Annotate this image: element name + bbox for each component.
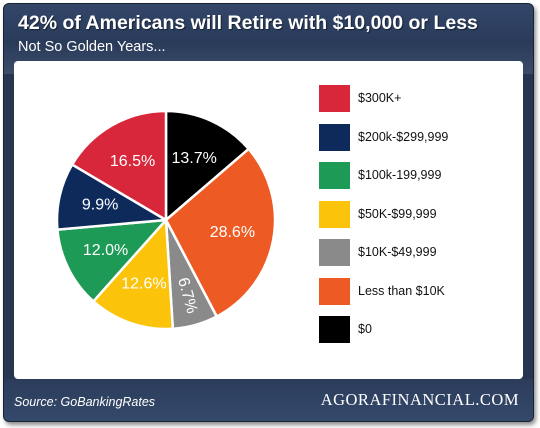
chart-title: 42% of Americans will Retire with $10,00…: [18, 12, 478, 34]
legend-swatch: [319, 200, 350, 228]
pie-slice-0: [164, 109, 250, 222]
chart-card: 42% of Americans will Retire with $10,00…: [3, 3, 534, 422]
legend-label: $10K-$49,999: [358, 245, 437, 259]
footer-banner: [4, 379, 533, 421]
legend-swatch: [319, 277, 350, 305]
legend-label: $100k-199,999: [358, 168, 442, 182]
brand-logo: AGORAFINANCIAL.COM: [320, 390, 519, 409]
legend-swatch: [319, 239, 350, 266]
source-note: Source: GoBankingRates: [14, 395, 156, 409]
legend-swatch: [319, 162, 350, 189]
slice-label-100k-199-999: 12.0%: [83, 242, 128, 259]
slice-label-300k: 16.5%: [110, 153, 155, 170]
slice-label-200k-299-999: 9.9%: [82, 197, 118, 214]
legend-label: $50K-$99,999: [358, 206, 437, 221]
chart-panel: 13.7% 28.6% 6.7% 12.6% 12.0% 9.9% 16.5% $300K+…: [14, 61, 523, 379]
pie-chart: 13.7%28.6%6.7%12.6%12.0%9.9%16.5%: [55, 109, 277, 331]
legend-swatch: [319, 316, 350, 343]
slice-label-0: 13.7%: [172, 150, 217, 167]
slice-label-less-than-10k: 28.6%: [210, 224, 255, 241]
legend-swatch: [319, 85, 350, 112]
pie-slice-100k-199-999: [56, 218, 168, 303]
pie-slice-300k: [70, 109, 168, 222]
legend-label: $0: [358, 322, 372, 336]
chart-subtitle: Not So Golden Years...: [18, 39, 166, 55]
pie-slice-less-than-10k: [164, 147, 277, 318]
slice-label-50k-99-999: 12.6%: [121, 275, 166, 292]
legend-swatch: [319, 123, 350, 151]
pie-slice-50k-99-999: [92, 218, 175, 331]
legend-label: Less than $10K: [358, 283, 445, 298]
legend-label: $300K+: [358, 91, 402, 105]
legend-label: $200k-$299,999: [358, 129, 449, 144]
